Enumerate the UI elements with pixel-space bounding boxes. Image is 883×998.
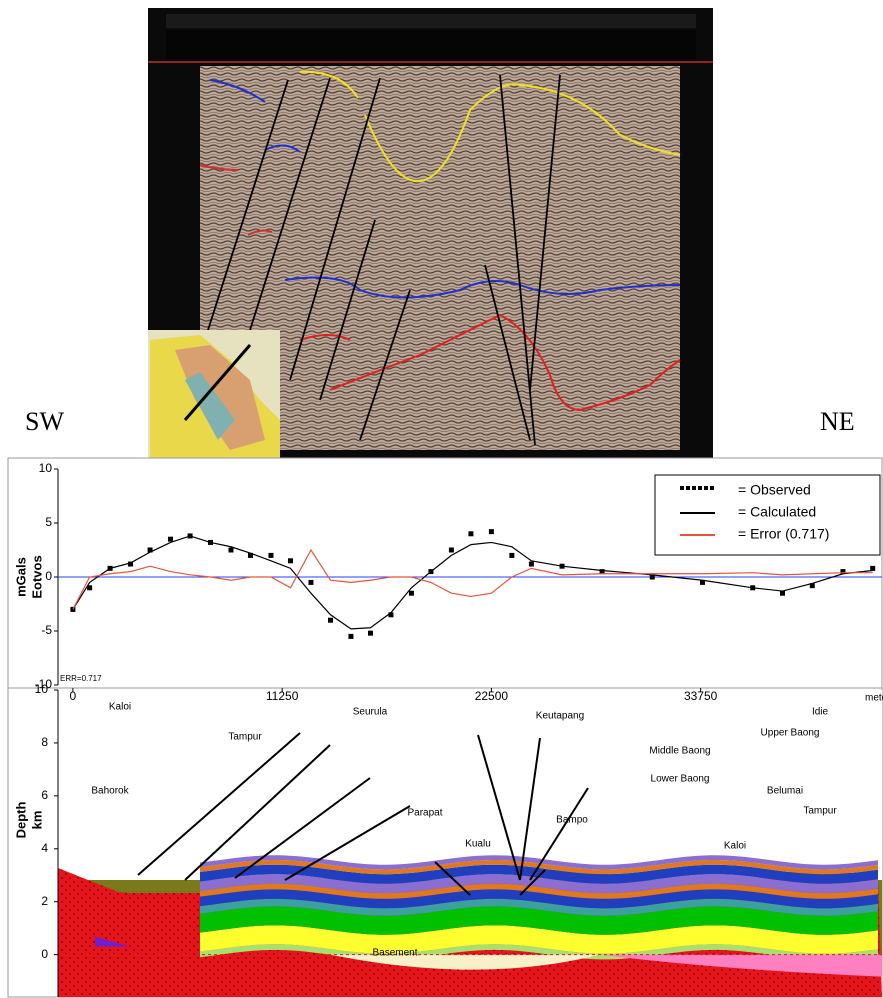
data-point: [509, 553, 514, 558]
y-tick-label: 10: [39, 461, 53, 475]
unit-label: Lower Baong: [651, 774, 710, 785]
unit-label: Idie: [812, 707, 829, 718]
y-tick-label: -10: [35, 677, 53, 691]
x-tick-label: 33750: [684, 689, 718, 703]
axis-title: Depth: [13, 802, 28, 839]
data-point: [529, 562, 534, 567]
y-tick-label: 0: [41, 947, 48, 961]
unit-label: Belumai: [767, 786, 803, 797]
direction-label: NE: [820, 407, 855, 436]
direction-label: SW: [25, 407, 64, 436]
unit-label: Upper Baong: [761, 728, 820, 739]
legend-label: = Error (0.717): [738, 526, 829, 542]
y-tick-label: -5: [41, 623, 52, 637]
data-point: [489, 529, 494, 534]
data-point: [409, 591, 414, 596]
x-axis-title: mete: [865, 693, 883, 704]
legend-label: = Calculated: [738, 504, 816, 520]
axis-title: km: [29, 811, 44, 830]
seismic-panel: [148, 8, 713, 458]
data-point: [228, 548, 233, 553]
geology: Kaloi Tampur Seurula Keutapang Idie Upper Bao…: [13, 682, 882, 997]
unit-label: Kaloi: [724, 841, 746, 852]
y-tick-label: 5: [45, 515, 52, 529]
unit-label: Basement: [372, 948, 417, 959]
unit-label: Kualu: [465, 839, 491, 850]
y-tick-label: 8: [41, 735, 48, 749]
y-tick-label: 6: [41, 788, 48, 802]
unit-label: Bampo: [556, 815, 588, 826]
y-tick-label: 4: [41, 841, 48, 855]
x-tick-label: 22500: [475, 689, 509, 703]
y-tick-label: 0: [45, 569, 52, 583]
data-point: [288, 558, 293, 563]
data-point: [449, 548, 454, 553]
unit-label: Tampur: [803, 806, 837, 817]
axis-title: Eotvos: [29, 555, 44, 598]
data-point: [328, 618, 333, 623]
data-point: [348, 634, 353, 639]
unit-label: Parapat: [407, 808, 442, 819]
data-point: [308, 580, 313, 585]
error-note: ERR=0.717: [60, 674, 102, 683]
unit-label: Keutapang: [536, 711, 584, 722]
unit-label: Bahorok: [91, 786, 129, 797]
legend-label: = Observed: [738, 482, 811, 498]
y-tick-label: 2: [41, 894, 48, 908]
unit-label: Tampur: [228, 732, 262, 743]
unit-label: Seurula: [353, 707, 388, 718]
data-point: [368, 631, 373, 636]
data-point: [268, 553, 273, 558]
x-tick-label: 11250: [266, 689, 299, 703]
unit-label: Kaloi: [109, 702, 131, 713]
unit-label: Middle Baong: [649, 746, 710, 757]
axis-title: mGals: [13, 557, 28, 597]
data-point: [468, 531, 473, 536]
x-tick-label: 0: [70, 689, 77, 703]
data-point: [168, 537, 173, 542]
figure: SW NE Kaloi Tampur Seurula Keutapang Idie Upp…: [0, 0, 883, 998]
